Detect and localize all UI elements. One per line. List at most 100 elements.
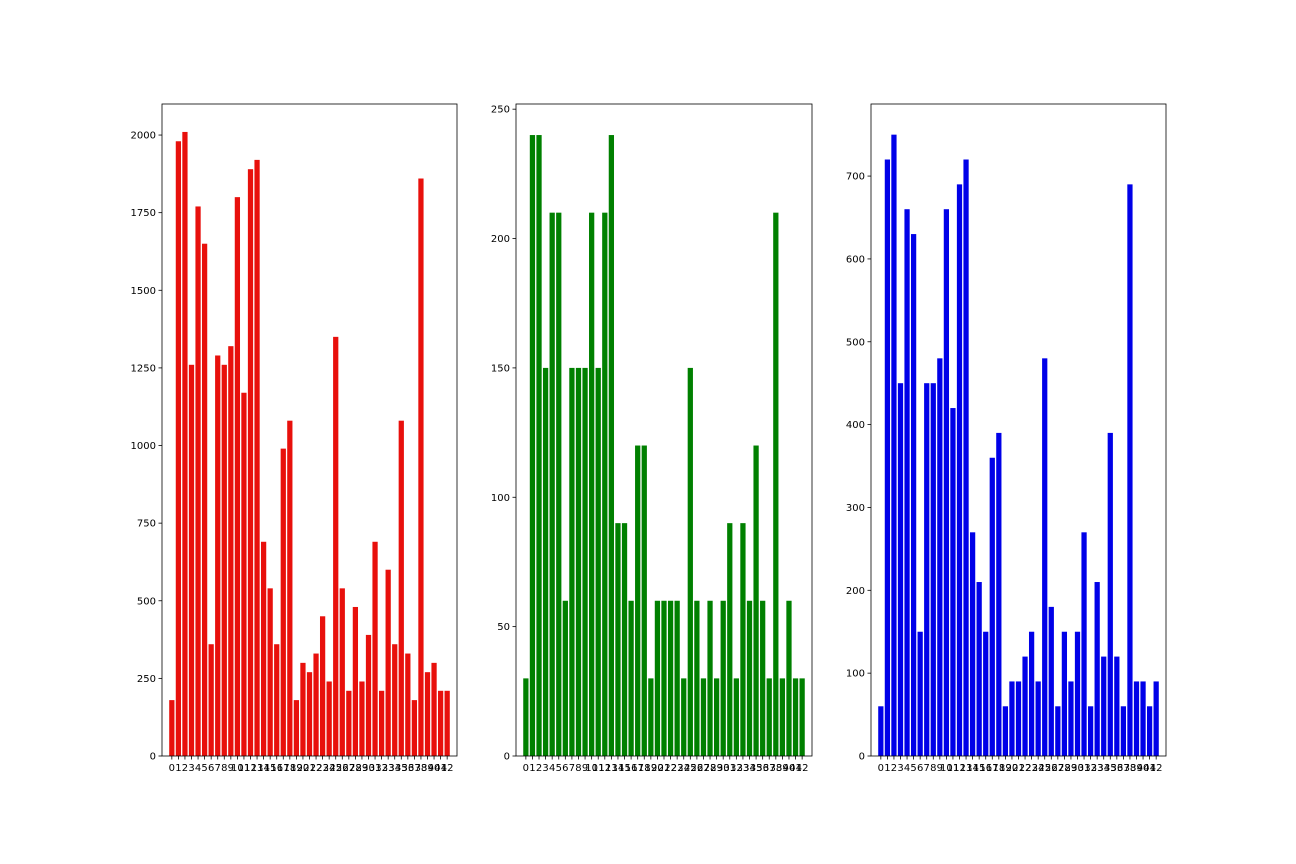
bar xyxy=(1035,681,1041,756)
x-tick-label: 4 xyxy=(904,763,910,774)
bar xyxy=(569,367,575,756)
x-tick-label: 2 xyxy=(536,763,542,774)
x-tick-label: 42 xyxy=(796,763,809,774)
bar xyxy=(713,678,720,756)
y-tick-label: 1500 xyxy=(131,286,156,297)
bar xyxy=(378,690,385,756)
x-tick-label: 32 xyxy=(730,763,743,774)
x-tick-label: 14 xyxy=(612,763,625,774)
y-tick-label: 500 xyxy=(846,337,865,348)
x-tick-label: 34 xyxy=(388,763,401,774)
bar xyxy=(418,178,424,756)
bar xyxy=(234,197,241,757)
x-tick-label: 12 xyxy=(244,763,257,774)
x-tick-label: 39 xyxy=(421,763,434,774)
x-tick-label: 11 xyxy=(238,763,251,774)
bar xyxy=(589,212,595,756)
x-tick-label: 33 xyxy=(1091,763,1104,774)
bar xyxy=(891,134,897,757)
bar xyxy=(1022,656,1028,756)
x-tick-label: 4 xyxy=(195,763,201,774)
bar xyxy=(694,600,700,756)
bar xyxy=(182,131,188,756)
bar xyxy=(602,212,608,756)
bar xyxy=(1087,706,1094,756)
bar xyxy=(221,364,227,756)
y-tick-label: 2000 xyxy=(131,131,156,142)
x-tick-label: 18 xyxy=(638,763,651,774)
x-tick-label: 36 xyxy=(401,763,414,774)
bar xyxy=(687,367,693,756)
bar xyxy=(287,420,293,756)
x-tick-label: 39 xyxy=(1130,763,1143,774)
bar xyxy=(976,582,982,756)
x-tick-label: 26 xyxy=(336,763,349,774)
x-tick-label: 23 xyxy=(316,763,329,774)
x-tick-label: 7 xyxy=(215,763,221,774)
bar xyxy=(779,678,786,756)
bar xyxy=(549,212,555,756)
bar xyxy=(707,600,713,756)
bar xyxy=(1153,681,1159,756)
x-tick-label: 1 xyxy=(175,763,181,774)
bar xyxy=(799,678,805,756)
bar xyxy=(260,541,267,756)
bar xyxy=(595,367,601,756)
x-tick-label: 14 xyxy=(966,763,979,774)
bar xyxy=(969,532,976,756)
bar xyxy=(319,616,326,756)
x-tick-label: 39 xyxy=(776,763,789,774)
bar xyxy=(1120,706,1127,756)
bar xyxy=(746,600,753,756)
x-tick-label: 38 xyxy=(769,763,782,774)
bar xyxy=(280,448,286,756)
x-tick-label: 41 xyxy=(789,763,802,774)
x-tick-label: 0 xyxy=(523,763,529,774)
bar xyxy=(195,206,201,756)
x-tick-label: 25 xyxy=(1038,763,1051,774)
x-tick-label: 8 xyxy=(221,763,227,774)
x-tick-label: 3 xyxy=(897,763,903,774)
bar xyxy=(654,600,661,756)
bar xyxy=(773,212,779,756)
x-tick-label: 5 xyxy=(201,763,207,774)
bar xyxy=(215,355,221,756)
bar xyxy=(293,700,300,756)
bar xyxy=(943,209,950,757)
bar xyxy=(1133,681,1140,756)
x-tick-label: 5 xyxy=(556,763,562,774)
bar xyxy=(424,672,431,756)
x-tick-label: 10 xyxy=(231,763,244,774)
bar xyxy=(300,662,306,756)
bar xyxy=(792,678,799,756)
bar xyxy=(267,588,273,756)
x-tick-label: 20 xyxy=(651,763,664,774)
x-tick-label: 32 xyxy=(1084,763,1097,774)
x-tick-label: 16 xyxy=(270,763,283,774)
x-tick-label: 21 xyxy=(303,763,316,774)
x-tick-label: 17 xyxy=(631,763,644,774)
bar xyxy=(1101,656,1107,756)
x-tick-label: 26 xyxy=(1045,763,1058,774)
x-tick-label: 11 xyxy=(592,763,605,774)
bar xyxy=(1074,631,1081,756)
x-tick-label: 28 xyxy=(349,763,362,774)
y-tick-label: 400 xyxy=(846,420,865,431)
y-tick-label: 1750 xyxy=(131,208,156,219)
bar xyxy=(201,243,208,756)
bar xyxy=(529,135,536,757)
bar xyxy=(753,445,759,756)
bar xyxy=(760,600,766,756)
y-tick-label: 100 xyxy=(491,493,510,504)
bar xyxy=(411,700,418,756)
x-tick-label: 28 xyxy=(704,763,717,774)
x-tick-label: 41 xyxy=(1143,763,1156,774)
x-tick-label: 31 xyxy=(723,763,736,774)
y-tick-label: 150 xyxy=(491,363,510,374)
x-tick-label: 31 xyxy=(369,763,382,774)
x-tick-label: 26 xyxy=(691,763,704,774)
